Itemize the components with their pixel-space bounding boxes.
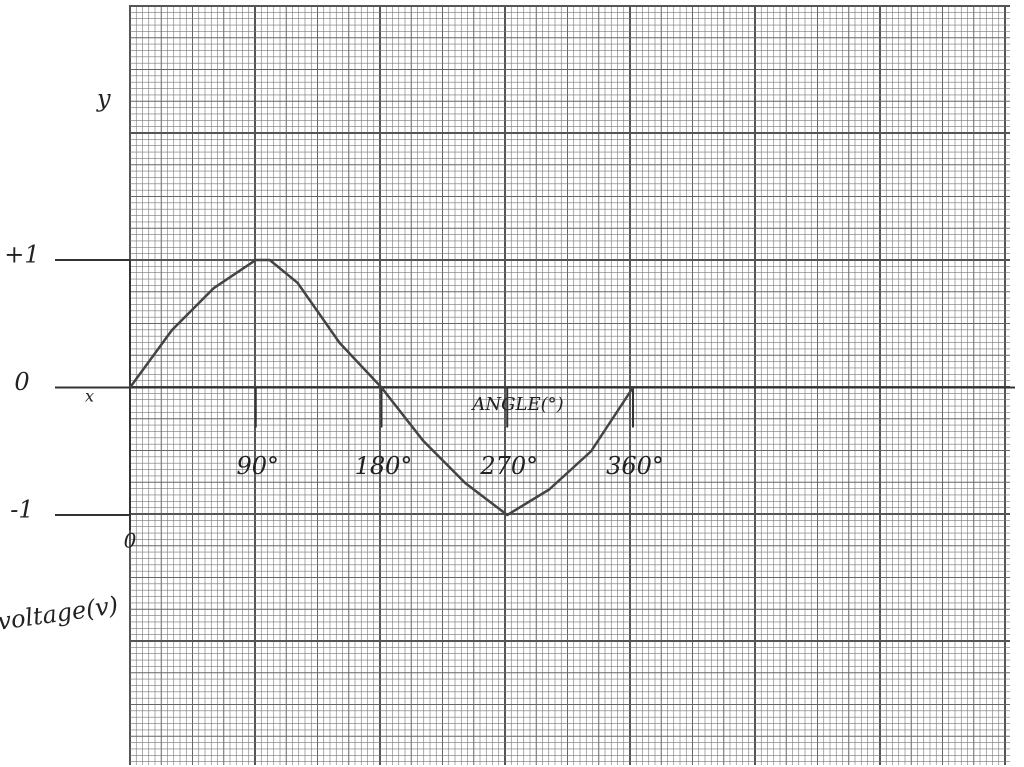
chart: y x 0 ANGLE(°) voltage(v) +1 0 -1 90° 180° 27… (0, 0, 1024, 767)
x-tick-label: 270° (479, 452, 538, 480)
x-tick-label: 180° (355, 452, 413, 480)
annotation: 0 (124, 529, 137, 553)
y-axis-label: voltage(v) (0, 591, 120, 636)
annotation: y (96, 85, 111, 113)
annotation: x (85, 387, 94, 406)
y-tick-label: -1 (10, 496, 33, 524)
x-tick-label: 90° (236, 452, 279, 480)
y-tick-label: 0 (14, 368, 29, 396)
y-tick-label: +1 (4, 241, 39, 269)
x-axis-label: ANGLE(°) (470, 394, 563, 415)
x-tick-label: 360° (606, 452, 664, 480)
graph-paper (130, 5, 1010, 765)
